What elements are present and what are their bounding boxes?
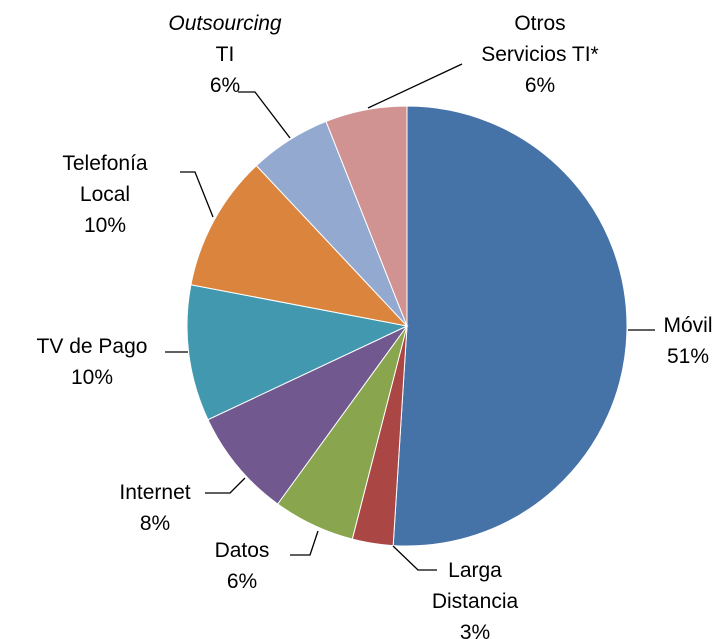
leader-line bbox=[367, 63, 463, 109]
leader-line bbox=[392, 545, 437, 571]
value-label: 6% bbox=[210, 74, 240, 97]
slice-label: Móvil bbox=[663, 314, 712, 337]
slice-label: Internet bbox=[119, 481, 190, 504]
slice-label: Larga Distancia bbox=[432, 559, 519, 613]
value-label: 6% bbox=[227, 570, 257, 593]
pie-slice bbox=[392, 105, 628, 547]
slice-label: Outsourcing TI bbox=[168, 12, 282, 66]
value-label: 8% bbox=[140, 512, 170, 535]
leader-line bbox=[290, 530, 319, 556]
leader-line bbox=[238, 91, 291, 139]
pie-slice bbox=[186, 284, 409, 421]
value-label: 6% bbox=[525, 74, 555, 97]
pie-slice bbox=[325, 105, 408, 327]
pie-slice bbox=[207, 325, 408, 505]
value-label: 3% bbox=[460, 621, 490, 639]
value-label: 10% bbox=[71, 366, 113, 389]
value-label: 51% bbox=[667, 345, 709, 368]
leader-line bbox=[205, 477, 246, 494]
slice-label: Datos bbox=[215, 539, 270, 562]
pie-slice bbox=[190, 164, 409, 327]
leader-line bbox=[180, 171, 214, 218]
slice-label: Otros Servicios TI* bbox=[481, 12, 598, 66]
value-label: 10% bbox=[84, 214, 126, 237]
slice-label: TV de Pago bbox=[37, 335, 148, 358]
slice-label: Telefonía Local bbox=[62, 152, 148, 206]
